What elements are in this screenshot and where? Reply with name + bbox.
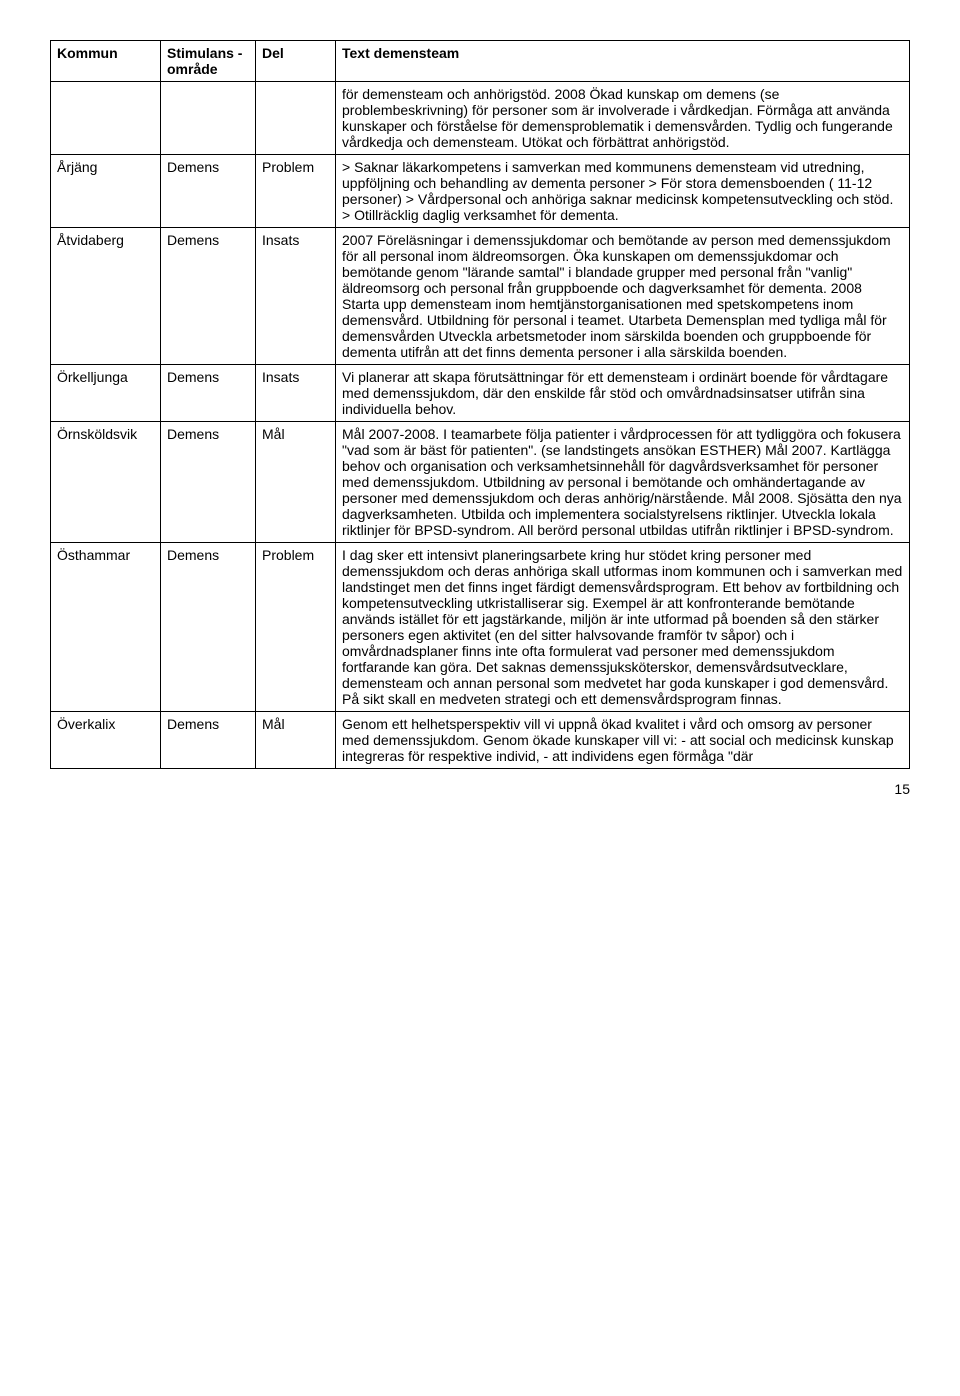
cell-text: Vi planerar att skapa förutsättningar fö… xyxy=(336,365,910,422)
cell-del: Insats xyxy=(256,365,336,422)
cell-kommun: Örkelljunga xyxy=(51,365,161,422)
cell-del: Mål xyxy=(256,422,336,543)
cell-stimulans xyxy=(161,82,256,155)
cell-del: Problem xyxy=(256,543,336,712)
table-row: ÅrjängDemensProblem> Saknar läkarkompete… xyxy=(51,155,910,228)
header-stimulans: Stimulans -område xyxy=(161,41,256,82)
cell-del: Mål xyxy=(256,712,336,769)
table-row: ÅtvidabergDemensInsats2007 Föreläsningar… xyxy=(51,228,910,365)
table-row: ÖrkelljungaDemensInsatsVi planerar att s… xyxy=(51,365,910,422)
cell-text: Mål 2007-2008. I teamarbete följa patien… xyxy=(336,422,910,543)
cell-kommun: Åtvidaberg xyxy=(51,228,161,365)
cell-kommun: Örnsköldsvik xyxy=(51,422,161,543)
data-table: Kommun Stimulans -område Del Text demens… xyxy=(50,40,910,769)
cell-del: Insats xyxy=(256,228,336,365)
header-text: Text demensteam xyxy=(336,41,910,82)
cell-del: Problem xyxy=(256,155,336,228)
cell-kommun xyxy=(51,82,161,155)
table-row: ÖsthammarDemensProblemI dag sker ett int… xyxy=(51,543,910,712)
cell-stimulans: Demens xyxy=(161,228,256,365)
cell-stimulans: Demens xyxy=(161,155,256,228)
cell-text: I dag sker ett intensivt planeringsarbet… xyxy=(336,543,910,712)
cell-text: > Saknar läkarkompetens i samverkan med … xyxy=(336,155,910,228)
cell-text: för demensteam och anhörigstöd. 2008 Öka… xyxy=(336,82,910,155)
header-row: Kommun Stimulans -område Del Text demens… xyxy=(51,41,910,82)
header-del: Del xyxy=(256,41,336,82)
page-number: 15 xyxy=(50,781,910,797)
table-row: ÖrnsköldsvikDemensMålMål 2007-2008. I te… xyxy=(51,422,910,543)
cell-kommun: Årjäng xyxy=(51,155,161,228)
cell-stimulans: Demens xyxy=(161,712,256,769)
cell-kommun: Överkalix xyxy=(51,712,161,769)
cell-text: 2007 Föreläsningar i demenssjukdomar och… xyxy=(336,228,910,365)
cell-del xyxy=(256,82,336,155)
table-body: för demensteam och anhörigstöd. 2008 Öka… xyxy=(51,82,910,769)
cell-stimulans: Demens xyxy=(161,422,256,543)
cell-stimulans: Demens xyxy=(161,365,256,422)
cell-kommun: Östhammar xyxy=(51,543,161,712)
cell-text: Genom ett helhetsperspektiv vill vi uppn… xyxy=(336,712,910,769)
table-row: för demensteam och anhörigstöd. 2008 Öka… xyxy=(51,82,910,155)
table-row: ÖverkalixDemensMålGenom ett helhetspersp… xyxy=(51,712,910,769)
header-kommun: Kommun xyxy=(51,41,161,82)
cell-stimulans: Demens xyxy=(161,543,256,712)
